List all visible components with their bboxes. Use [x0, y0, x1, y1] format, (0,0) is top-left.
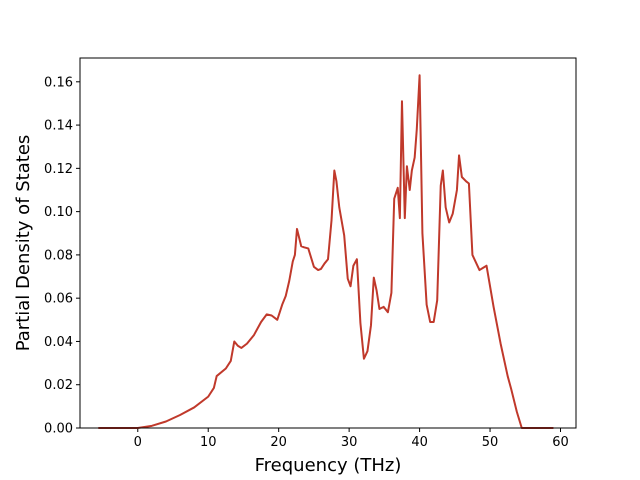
y-axis-label: Partial Density of States [13, 135, 34, 352]
y-tick-label: 0.00 [44, 422, 73, 437]
x-tick-label: 10 [200, 435, 217, 450]
x-axis-label: Frequency (THz) [255, 455, 402, 476]
y-tick-label: 0.10 [44, 205, 73, 220]
y-tick-label: 0.12 [44, 162, 73, 177]
y-tick-label: 0.02 [44, 378, 73, 393]
y-tick-label: 0.14 [44, 119, 73, 134]
y-tick-label: 0.16 [44, 75, 73, 90]
pdos-series-line [98, 74, 554, 429]
plot-area [80, 58, 576, 428]
x-tick-label: 40 [411, 435, 428, 450]
x-tick-label: 20 [270, 435, 287, 450]
x-tick-label: 60 [552, 435, 569, 450]
y-tick-label: 0.08 [44, 248, 73, 263]
y-tick-label: 0.06 [44, 292, 73, 307]
axis-ticks: 0 10 20 30 40 50 60 0.00 0.02 0.04 0.06 0.08 0.10 0.1… [44, 75, 569, 450]
x-tick-label: 50 [482, 435, 499, 450]
x-tick-label: 0 [134, 435, 142, 450]
plot-frame [79, 57, 577, 429]
y-tick-label: 0.04 [44, 335, 73, 350]
x-tick-label: 30 [341, 435, 358, 450]
